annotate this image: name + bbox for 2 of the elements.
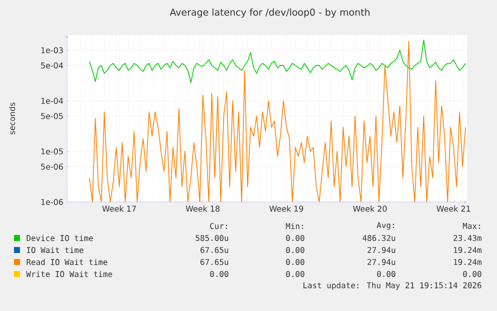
chart-title: Average latency for /dev/loop0 - by month — [170, 8, 370, 18]
line-series — [88, 40, 466, 83]
